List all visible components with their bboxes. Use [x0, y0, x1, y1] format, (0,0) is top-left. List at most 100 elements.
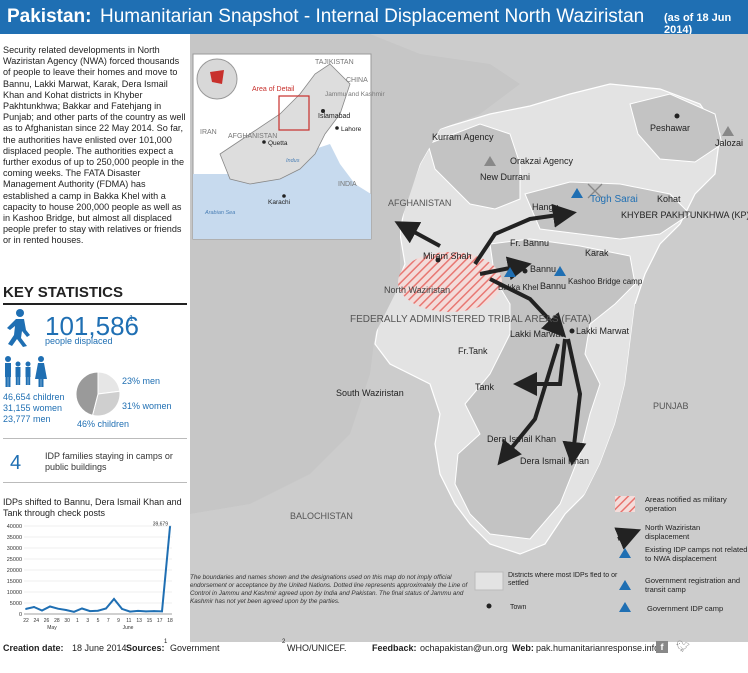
legend-existing-camp-icon	[619, 548, 631, 558]
data-point	[49, 605, 51, 608]
label-kashoo-bridge: Kashoo Bridge camp	[568, 277, 643, 286]
inset-iran-label: IRAN	[200, 129, 217, 136]
x-tick-label: 30	[64, 618, 70, 624]
footer-web-label: Web:	[512, 643, 534, 653]
idp-line-chart: 0 5000 10000 15000 20000 25000 30000 35000 40000…	[7, 522, 173, 631]
title-date: (as of 18 Jun 2014)	[664, 12, 732, 36]
x-tick-label: 1	[76, 618, 79, 624]
x-tick-label: 5	[97, 618, 100, 624]
town-markers	[435, 113, 680, 457]
footer-creation-value: 18 June 2014	[72, 643, 127, 653]
data-point	[41, 609, 43, 612]
label-dera-ismail-khan: Dera Ismail Khan	[487, 434, 556, 444]
children-count: 46,654 children	[3, 392, 65, 402]
label-lakki-marwat-town: Lakki Marwat	[576, 326, 630, 336]
label-peshawar: Peshawar	[650, 123, 690, 133]
key-statistics-divider	[3, 303, 187, 305]
facebook-icon[interactable]: f	[656, 641, 668, 653]
men-count: 23,777 men	[3, 414, 51, 424]
x-tick-label: 28	[54, 618, 60, 624]
data-point	[129, 610, 131, 613]
inset-india-label: INDIA	[338, 181, 357, 188]
inset-map: TAJIKISTAN CHINA Jammu and Kashmir Area …	[192, 53, 385, 240]
data-point	[113, 598, 115, 600]
label-afghanistan: AFGHANISTAN	[388, 198, 451, 208]
idp-families-label: IDP families staying in camps or public …	[45, 451, 173, 472]
x-month-label: May	[47, 625, 57, 631]
divider	[3, 438, 187, 439]
idp-families-count: 4	[10, 452, 22, 474]
series-line	[25, 526, 171, 613]
family-icon	[5, 356, 47, 387]
inset-afghanistan-label: AFGHANISTAN	[228, 133, 277, 140]
person-walking-icon	[7, 309, 30, 347]
peshawar-area	[629, 93, 723, 163]
inset-islamabad-label: Islamabad	[318, 113, 350, 120]
gender-pie-chart	[75, 371, 121, 417]
label-miram-shah: Miram Shah	[423, 251, 472, 261]
y-tick-label: 15000	[7, 579, 22, 585]
pie-children-label: 46% children	[77, 419, 130, 429]
label-karak: Karak	[585, 248, 609, 258]
label-new-durrani: New Durrani	[480, 172, 530, 182]
page-title: Humanitarian Snapshot - Internal Displac…	[100, 6, 645, 27]
x-tick-label: 3	[86, 618, 89, 624]
legend-town-marker	[486, 603, 492, 609]
label-jalozai: Jalozai	[715, 138, 743, 148]
footer-sources-label: Sources:	[126, 643, 165, 653]
y-tick-label: 10000	[7, 590, 22, 596]
footer-source2: WHO/UNICEF.	[287, 643, 347, 653]
inset-tajikistan-label: TAJIKISTAN	[315, 59, 354, 66]
label-punjab: PUNJAB	[653, 401, 689, 411]
legend-displacement-arrow	[614, 527, 642, 550]
displacement-arrows	[394, 203, 587, 466]
women-count: 31,155 women	[3, 403, 63, 413]
y-tick-label: 20000	[7, 568, 22, 574]
footer-web-value[interactable]: pak.humanitarianresponse.info	[536, 643, 660, 653]
data-point	[169, 525, 171, 528]
label-fr-bannu: Fr. Bannu	[510, 238, 549, 248]
inset-jammu-label: Jammu and Kashmir	[325, 91, 385, 98]
displaced-count: 101,586	[45, 311, 139, 341]
pie-slice-men	[97, 371, 121, 395]
displaced-label: people displaced	[45, 336, 113, 346]
twitter-icon[interactable]: 🐦︎	[676, 641, 690, 653]
label-dik-town: Dera Ismail Khan	[520, 456, 589, 466]
label-fata: FEDERALLY ADMINISTERED TRIBAL AREAS (FAT…	[350, 314, 592, 325]
label-south-waziristan: South Waziristan	[336, 388, 404, 398]
y-tick-label: 30000	[7, 546, 22, 552]
x-tick-label: 22	[23, 618, 29, 624]
military-operation-area	[398, 252, 502, 312]
pie-women-label: 31% women	[122, 401, 172, 411]
chart-title: IDPs shifted to Bannu, Dera Ismail Khan …	[3, 497, 182, 518]
label-bannu: Bannu	[530, 264, 556, 274]
legend-gov-camp-label: Government IDP camp	[647, 604, 723, 613]
footer-source1-sup: 1	[164, 639, 168, 645]
x-month-label: June	[123, 625, 134, 631]
legend-military-swatch	[615, 496, 635, 512]
inset-lahore-label: Lahore	[341, 126, 362, 133]
footer-feedback-value[interactable]: ochapakistan@un.org	[420, 643, 508, 653]
x-tick-label: 11	[126, 618, 131, 624]
header-bar: Pakistan: Humanitarian Snapshot - Intern…	[0, 0, 748, 36]
key-statistics-title: KEY STATISTICS	[3, 284, 124, 301]
footer-creation-label: Creation date:	[3, 643, 64, 653]
data-point	[33, 606, 35, 608]
label-kurram-agency: Kurram Agency	[432, 132, 494, 142]
peak-data-label: 39,679	[153, 522, 169, 528]
pie-slice-women	[91, 390, 121, 417]
x-tick-label: 18	[167, 618, 173, 624]
x-tick-label: 7	[107, 618, 110, 624]
data-point	[57, 607, 59, 610]
legend-registration-label: Government registration and transit camp	[645, 577, 741, 594]
label-lakki-marwat: Lakki Marwat	[510, 329, 564, 339]
legend-registration-icon	[619, 580, 631, 590]
x-tick-label: 9	[117, 618, 120, 624]
x-tick-label: 26	[44, 618, 50, 624]
legend-displacement-label: North Waziristan displacement	[645, 524, 701, 541]
data-point	[105, 607, 107, 610]
legend-gov-camp-icon	[619, 602, 631, 612]
y-tick-label: 0	[19, 612, 22, 618]
map-disclaimer: The boundaries and names shown and the d…	[190, 574, 468, 605]
data-point	[25, 608, 27, 610]
